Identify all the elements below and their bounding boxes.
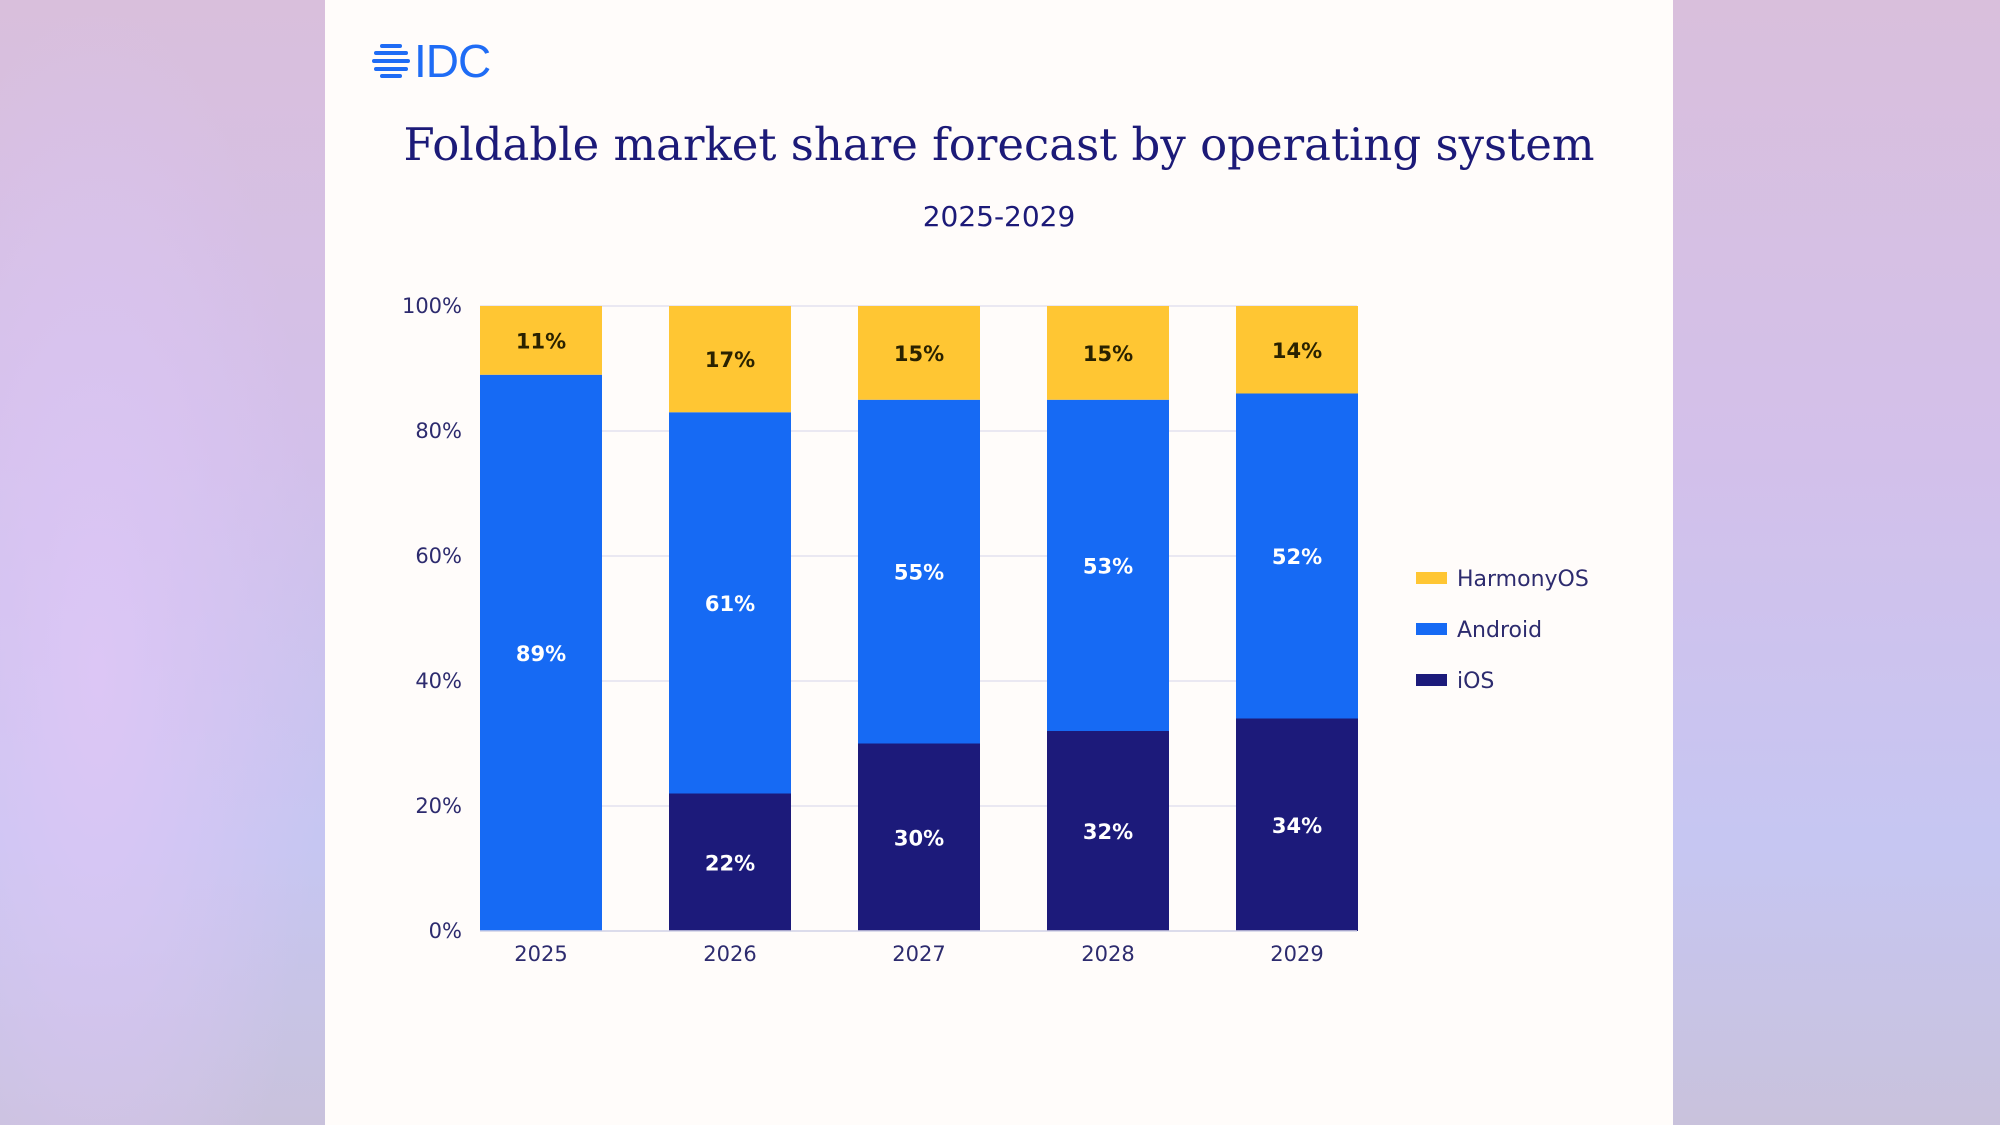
data-label: 61% [705, 592, 755, 616]
y-tick-label: 80% [415, 419, 462, 443]
bar-segment-ios [669, 793, 791, 931]
logo-text: IDC [414, 35, 491, 87]
globe-lines-icon [372, 44, 410, 78]
y-tick-label: 60% [415, 544, 462, 568]
legend-label: Android [1457, 618, 1542, 643]
y-tick-label: 0% [429, 919, 462, 943]
data-label: 32% [1083, 820, 1133, 844]
legend-swatch-harmonyos [1416, 572, 1447, 584]
legend-swatch-ios [1416, 674, 1447, 686]
bar-segment-harmonyos [669, 306, 791, 413]
x-tick-label: 2027 [892, 942, 945, 966]
bar-segment-android [480, 374, 602, 931]
idc-logo: IDC [372, 35, 491, 87]
bar-segment-android [1236, 393, 1358, 719]
bar-segment-android [1047, 399, 1169, 731]
background-glow [0, 0, 325, 1125]
chart-title: Foldable market share forecast by operat… [403, 118, 1595, 171]
y-tick-label: 40% [415, 669, 462, 693]
data-label: 52% [1272, 545, 1322, 569]
data-label: 55% [894, 561, 944, 585]
x-tick-label: 2029 [1270, 942, 1323, 966]
bar-segment-android [858, 399, 980, 744]
chart-subtitle: 2025-2029 [922, 200, 1076, 233]
bar-segment-android [669, 412, 791, 794]
data-label: 15% [894, 342, 944, 366]
bar-segment-ios [1047, 731, 1169, 931]
bar-segment-harmonyos [1236, 306, 1358, 394]
bar-segment-harmonyos [480, 306, 602, 375]
data-label: 53% [1083, 554, 1133, 578]
data-label: 22% [705, 851, 755, 875]
data-label: 30% [894, 826, 944, 850]
x-tick-label: 2026 [703, 942, 756, 966]
legend-label: HarmonyOS [1457, 567, 1589, 592]
bar-segment-ios [1236, 718, 1358, 931]
bar-segment-harmonyos [858, 306, 980, 400]
bar-segment-ios [858, 743, 980, 931]
data-label: 89% [516, 642, 566, 666]
y-tick-label: 20% [415, 794, 462, 818]
legend-swatch-android [1416, 623, 1447, 635]
data-label: 34% [1272, 814, 1322, 838]
bar-segment-harmonyos [1047, 306, 1169, 400]
data-label: 17% [705, 348, 755, 372]
x-tick-label: 2028 [1081, 942, 1134, 966]
legend-label: iOS [1457, 669, 1494, 694]
y-tick-label: 100% [402, 294, 462, 318]
data-label: 14% [1272, 339, 1322, 363]
data-label: 11% [516, 329, 566, 353]
data-label: 15% [1083, 342, 1133, 366]
x-tick-label: 2025 [514, 942, 567, 966]
